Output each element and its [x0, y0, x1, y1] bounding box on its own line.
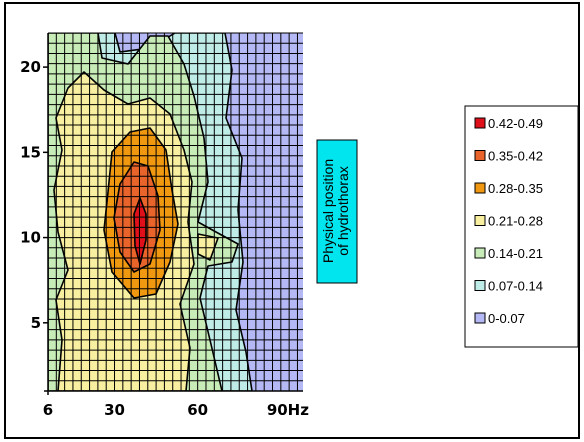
legend-label: 0.07-0.14	[488, 279, 543, 294]
legend-swatch	[474, 280, 486, 291]
legend-box	[464, 105, 579, 348]
y-tick-label: 15	[20, 143, 41, 161]
y-tick-label: 20	[20, 58, 41, 76]
legend-label: 0.21-0.28	[488, 214, 543, 229]
x-tick-label: 60	[187, 401, 208, 419]
annotation-line-2: of hydrothorax	[335, 166, 351, 256]
legend-swatch	[474, 312, 486, 324]
legend-swatch	[474, 150, 486, 161]
annotation-line-1: Physical position	[320, 159, 336, 263]
legend-label: 0-0.07	[488, 311, 525, 326]
x-tick-label: 30	[104, 401, 125, 419]
legend-label: 0.28-0.35	[488, 181, 543, 196]
legend-label: 0.42-0.49	[488, 116, 543, 131]
x-tick-label: 90Hz	[267, 401, 309, 419]
y-tick-label: 5	[31, 314, 41, 332]
legend-swatch	[474, 247, 486, 259]
annotation-box	[316, 139, 358, 284]
x-tick-label: 6	[43, 401, 53, 419]
legend-swatch	[474, 182, 486, 194]
legend-swatch	[474, 215, 486, 226]
legend-label: 0.35-0.42	[488, 149, 543, 164]
legend-label: 0.14-0.21	[488, 246, 543, 261]
legend-swatch	[474, 117, 486, 129]
y-tick-label: 10	[20, 229, 41, 247]
